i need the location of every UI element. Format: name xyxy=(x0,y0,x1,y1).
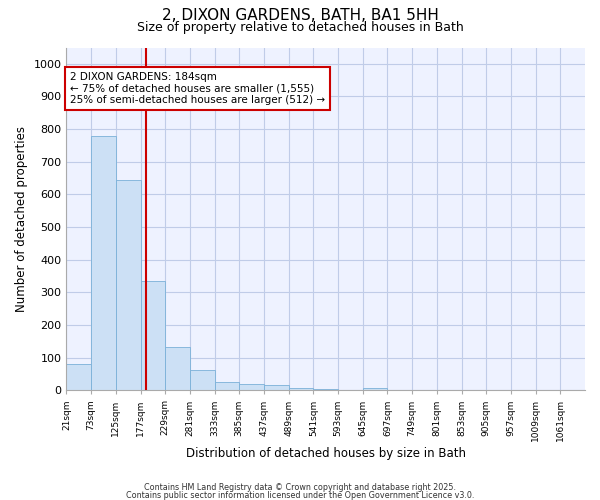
Bar xyxy=(289,388,313,390)
Text: Contains public sector information licensed under the Open Government Licence v3: Contains public sector information licen… xyxy=(126,490,474,500)
Bar xyxy=(215,382,239,390)
Text: Size of property relative to detached houses in Bath: Size of property relative to detached ho… xyxy=(137,21,463,34)
Bar xyxy=(116,180,140,390)
Bar xyxy=(264,386,289,390)
Bar xyxy=(239,384,264,390)
Text: Contains HM Land Registry data © Crown copyright and database right 2025.: Contains HM Land Registry data © Crown c… xyxy=(144,484,456,492)
Text: 2, DIXON GARDENS, BATH, BA1 5HH: 2, DIXON GARDENS, BATH, BA1 5HH xyxy=(161,8,439,22)
Bar xyxy=(190,370,215,390)
Bar xyxy=(140,281,165,390)
Text: 2 DIXON GARDENS: 184sqm
← 75% of detached houses are smaller (1,555)
25% of semi: 2 DIXON GARDENS: 184sqm ← 75% of detache… xyxy=(70,72,325,105)
Bar xyxy=(165,347,190,391)
Y-axis label: Number of detached properties: Number of detached properties xyxy=(15,126,28,312)
Bar xyxy=(313,388,338,390)
Bar xyxy=(91,136,116,390)
Bar xyxy=(363,388,388,390)
X-axis label: Distribution of detached houses by size in Bath: Distribution of detached houses by size … xyxy=(186,447,466,460)
Bar xyxy=(67,364,91,390)
